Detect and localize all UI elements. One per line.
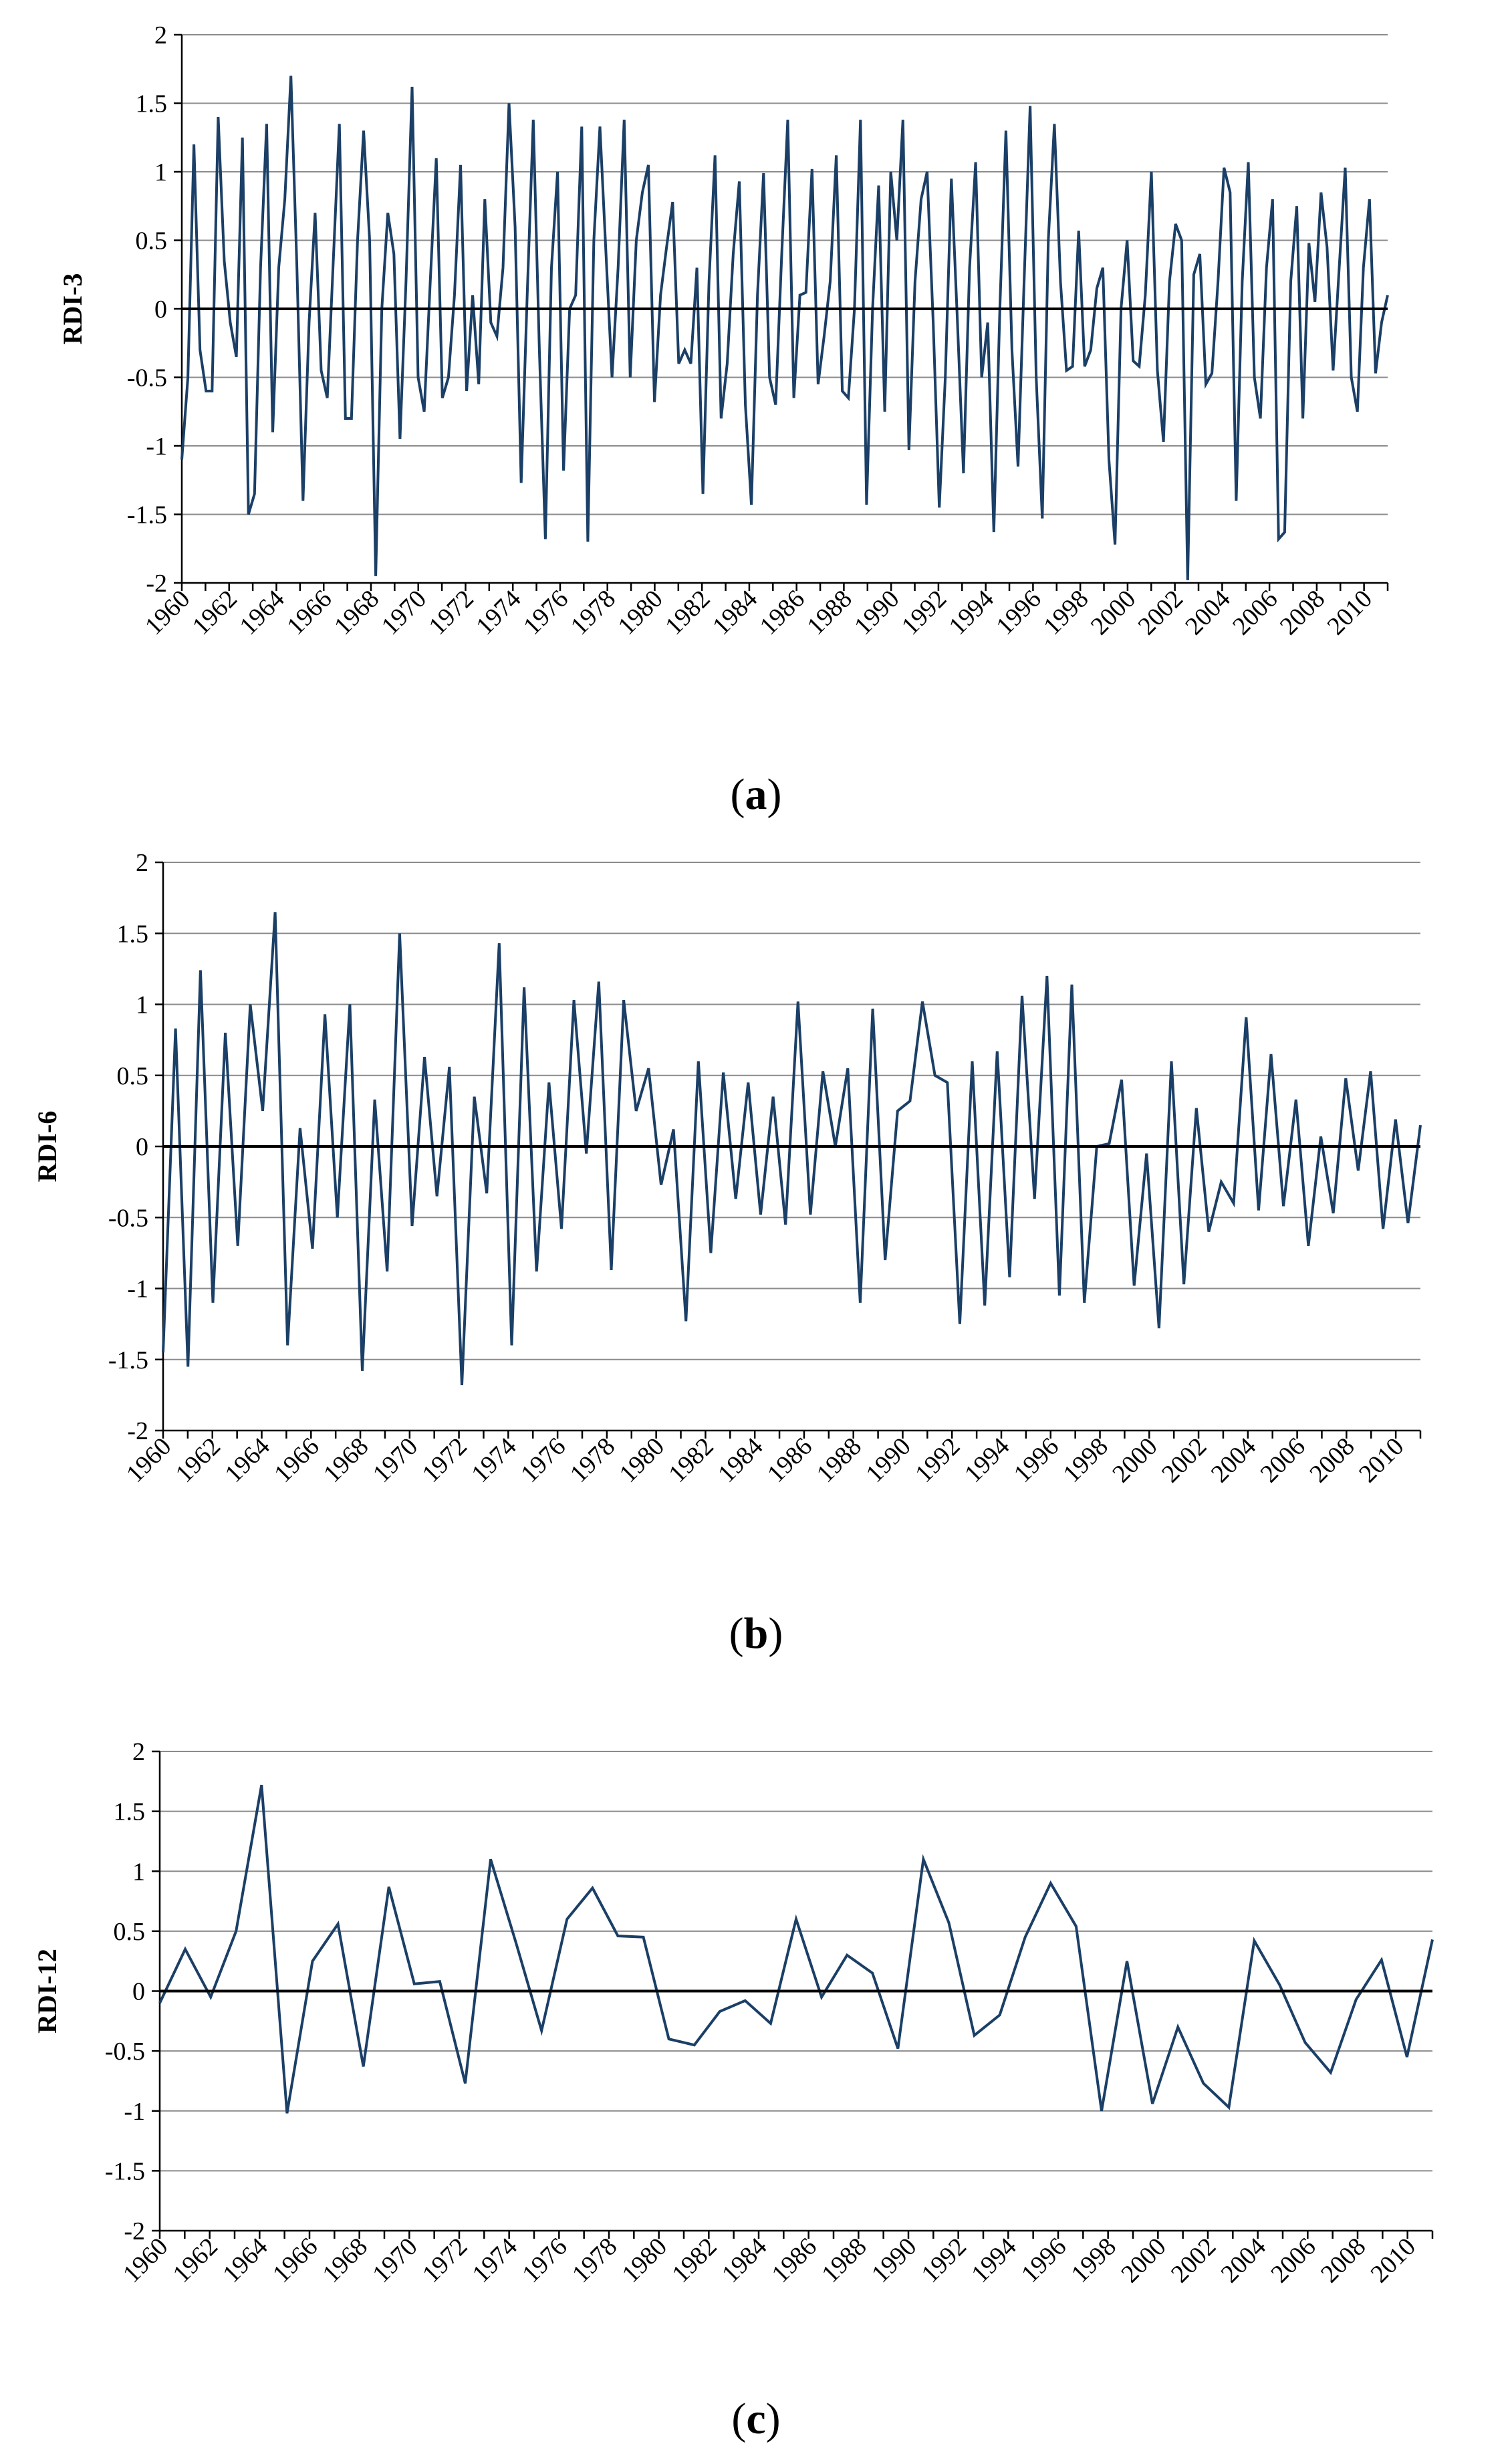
y-axis-label: RDI-12 (32, 1949, 62, 2034)
y-tick-label: 2 (136, 849, 148, 877)
y-tick-label: 0.5 (136, 227, 168, 255)
y-tick-label: 0.5 (114, 1918, 146, 1946)
panel-caption: (a) (731, 770, 782, 819)
y-tick-label: 1.5 (136, 90, 168, 118)
y-tick-label: 1.5 (114, 1798, 146, 1826)
y-axis-label: RDI-3 (57, 273, 88, 345)
y-tick-label: -1 (127, 1275, 148, 1304)
panel-caption: (c) (731, 2394, 780, 2443)
y-tick-label: -1 (146, 433, 167, 461)
y-tick-label: -0.5 (108, 1204, 148, 1232)
y-tick-label: -0.5 (105, 2038, 145, 2066)
y-tick-label: -1.5 (105, 2157, 145, 2185)
y-axis-label: RDI-6 (32, 1111, 62, 1183)
y-tick-label: 2 (132, 1738, 145, 1766)
series-line-rdi-6 (162, 912, 1422, 1386)
y-tick-label: 1 (154, 158, 167, 187)
y-tick-label: -2 (124, 2217, 145, 2245)
series-line-rdi-12 (158, 1784, 1434, 2114)
y-tick-label: 0 (132, 1978, 145, 2006)
series-line-rdi-3 (180, 76, 1389, 580)
panel-caption: (b) (729, 1609, 783, 1658)
y-tick-label: 1.5 (117, 920, 149, 948)
y-tick-label: -1.5 (108, 1346, 148, 1374)
y-tick-label: 0.5 (117, 1062, 149, 1090)
y-tick-label: -1 (124, 2098, 145, 2126)
y-tick-label: 0 (154, 295, 167, 324)
y-tick-label: 1 (132, 1858, 145, 1886)
y-tick-label: -2 (146, 570, 167, 598)
y-tick-label: -0.5 (127, 364, 167, 392)
y-tick-label: 0 (136, 1133, 148, 1161)
y-tick-label: -2 (127, 1417, 148, 1445)
y-tick-label: 1 (136, 991, 148, 1019)
y-tick-label: 2 (154, 21, 167, 49)
y-tick-label: -1.5 (127, 501, 167, 529)
